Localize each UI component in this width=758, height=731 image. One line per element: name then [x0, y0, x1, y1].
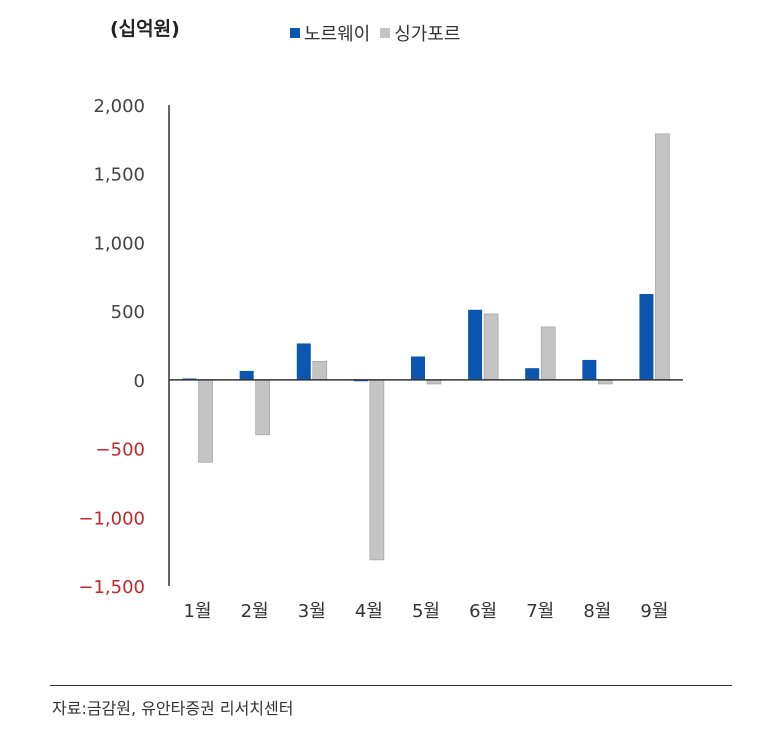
y-tick-label: −1,500	[78, 577, 145, 598]
bar-norway	[239, 370, 254, 380]
bar-norway	[411, 356, 425, 380]
bar-singapore	[255, 379, 270, 436]
legend-item-norway: 노르웨이	[290, 20, 370, 46]
y-tick-label: 0	[134, 371, 145, 392]
x-tick-label: 9월	[640, 601, 668, 622]
bar-singapore	[198, 379, 213, 463]
bar-norway	[525, 368, 540, 380]
x-tick-label: 7월	[526, 601, 554, 622]
bar-norway	[468, 309, 483, 380]
bar-norway	[296, 343, 311, 380]
x-tick-label: 6월	[469, 601, 497, 622]
x-tick-label: 5월	[412, 601, 440, 622]
y-tick-label: −1,000	[78, 508, 145, 529]
y-tick-label: −500	[96, 440, 145, 461]
bar-norway	[639, 293, 654, 380]
legend-item-singapore: 싱가포르	[380, 20, 461, 46]
bar-singapore	[655, 133, 670, 381]
x-tick-label: 2월	[241, 601, 269, 622]
bar-singapore	[369, 379, 385, 561]
legend-swatch-norway	[290, 28, 300, 38]
x-tick-label: 4월	[355, 601, 383, 622]
y-tick-label: 2,000	[93, 96, 145, 117]
x-tick-label: 8월	[583, 601, 611, 622]
source-note: 자료:금감원, 유안타증권 리서치센터	[52, 699, 294, 718]
y-tick-label: 1,000	[93, 233, 145, 254]
legend: 노르웨이 싱가포르	[290, 20, 471, 46]
y-tick-label: 500	[111, 302, 145, 323]
legend-label-singapore: 싱가포르	[394, 24, 461, 45]
legend-label-norway: 노르웨이	[304, 24, 371, 45]
x-tick-label: 1월	[184, 601, 212, 622]
unit-label: (십억원)	[110, 18, 180, 40]
x-tick-label: 3월	[298, 601, 326, 622]
y-tick-label: 1,500	[93, 165, 145, 186]
bar-norway	[582, 359, 597, 380]
bar-singapore	[483, 313, 499, 381]
legend-swatch-singapore	[380, 28, 391, 38]
source-divider	[50, 685, 732, 686]
bar-singapore	[540, 326, 556, 381]
bar-singapore	[312, 361, 328, 381]
